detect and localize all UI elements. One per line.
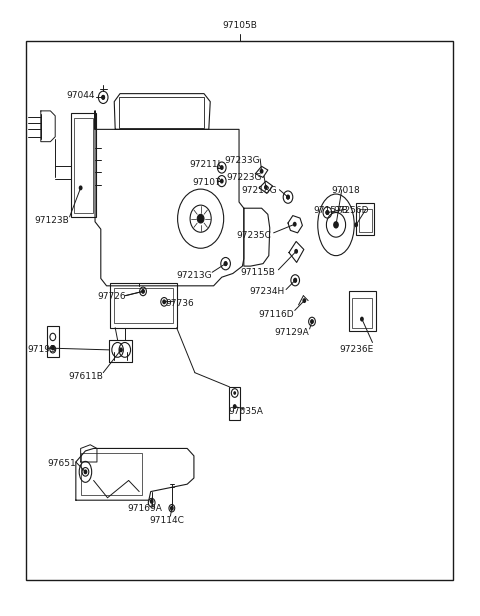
Circle shape <box>293 222 297 227</box>
Circle shape <box>260 169 264 174</box>
Circle shape <box>141 289 145 294</box>
Text: 97236E: 97236E <box>339 346 373 354</box>
Text: 97107: 97107 <box>192 179 221 187</box>
Text: 97234H: 97234H <box>249 288 285 296</box>
Circle shape <box>333 221 339 229</box>
Circle shape <box>79 185 83 190</box>
Bar <box>356 203 374 235</box>
Bar <box>71 113 96 217</box>
Text: 97651: 97651 <box>47 459 76 468</box>
Text: 97157B: 97157B <box>314 206 348 215</box>
Circle shape <box>220 179 224 184</box>
Text: 97123B: 97123B <box>35 216 69 225</box>
Bar <box>47 326 59 357</box>
Circle shape <box>101 95 105 100</box>
Text: 97726: 97726 <box>97 293 126 301</box>
Bar <box>26 41 453 580</box>
Bar <box>114 288 173 323</box>
Text: 97116D: 97116D <box>259 310 294 318</box>
Circle shape <box>310 319 314 324</box>
Text: 97044: 97044 <box>66 91 95 100</box>
Text: 97218G: 97218G <box>241 187 277 195</box>
Circle shape <box>293 278 297 283</box>
Circle shape <box>220 165 224 170</box>
Circle shape <box>325 210 329 215</box>
Bar <box>119 97 204 128</box>
Text: 97129A: 97129A <box>275 328 309 337</box>
Circle shape <box>286 195 290 200</box>
Circle shape <box>170 506 174 511</box>
Text: 97193: 97193 <box>28 346 57 354</box>
Bar <box>110 283 177 328</box>
Circle shape <box>101 95 105 100</box>
Circle shape <box>150 499 154 504</box>
Text: 97635A: 97635A <box>228 407 263 416</box>
Circle shape <box>231 389 238 397</box>
Circle shape <box>360 317 364 322</box>
Circle shape <box>163 300 166 304</box>
Bar <box>74 118 93 213</box>
Text: 97213G: 97213G <box>177 272 212 280</box>
Bar <box>229 387 240 420</box>
Circle shape <box>233 404 237 409</box>
Text: 97114C: 97114C <box>150 516 184 525</box>
Circle shape <box>51 346 55 351</box>
Text: 97105B: 97105B <box>223 22 257 30</box>
Text: 97169A: 97169A <box>128 504 162 513</box>
Text: 97223G: 97223G <box>226 173 262 182</box>
Text: 97235C: 97235C <box>236 231 271 240</box>
Circle shape <box>224 261 228 266</box>
Circle shape <box>224 261 228 266</box>
Text: 97256D: 97256D <box>334 206 369 215</box>
Circle shape <box>302 298 306 303</box>
Circle shape <box>354 222 358 227</box>
Circle shape <box>311 320 313 323</box>
Bar <box>349 291 376 331</box>
Bar <box>359 209 372 232</box>
Circle shape <box>162 299 166 304</box>
Circle shape <box>142 290 144 293</box>
Circle shape <box>293 278 297 283</box>
Circle shape <box>119 347 123 352</box>
Text: 97115B: 97115B <box>241 268 276 277</box>
Circle shape <box>264 185 268 190</box>
Circle shape <box>294 249 298 254</box>
Bar <box>352 298 372 328</box>
Text: 97018: 97018 <box>331 187 360 195</box>
Text: 97611B: 97611B <box>68 373 103 381</box>
Circle shape <box>233 391 236 395</box>
Circle shape <box>286 195 290 200</box>
Text: 97211J: 97211J <box>190 160 221 169</box>
Text: 97736: 97736 <box>166 299 194 307</box>
Circle shape <box>197 214 204 223</box>
Circle shape <box>325 210 329 215</box>
Circle shape <box>84 469 87 474</box>
Text: 97233G: 97233G <box>224 156 260 164</box>
Circle shape <box>334 222 338 227</box>
Bar <box>81 453 142 495</box>
